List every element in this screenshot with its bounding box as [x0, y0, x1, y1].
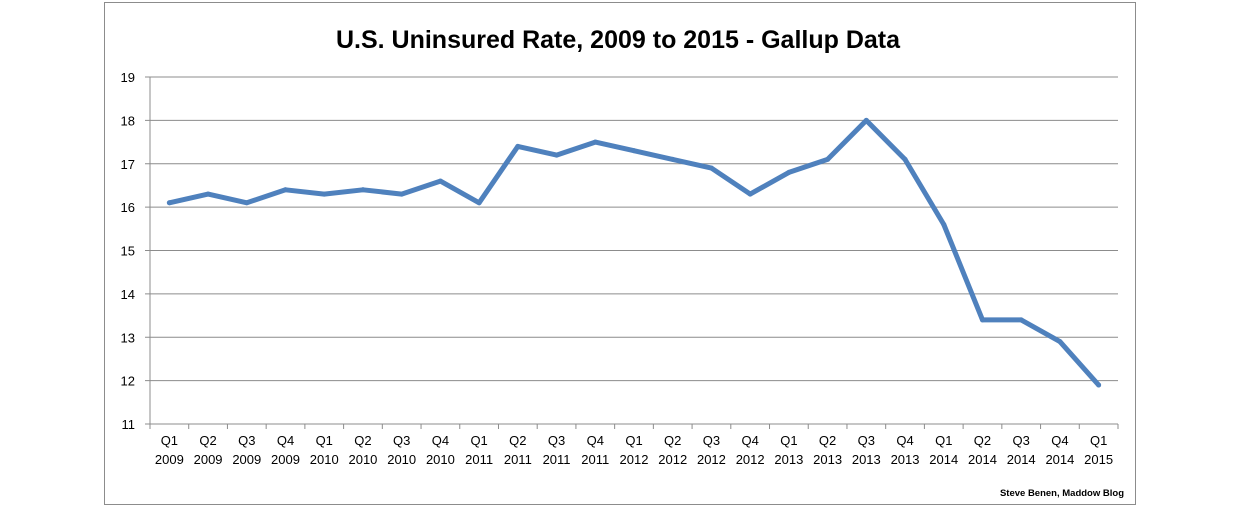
- x-tick-label: Q4 2009: [271, 433, 300, 467]
- x-tick-label: Q4 2014: [1045, 433, 1074, 467]
- x-tick-label: Q2 2011: [504, 433, 532, 467]
- y-tick-label: 15: [121, 244, 135, 259]
- x-tick-label: Q2 2012: [658, 433, 687, 467]
- data-point: [437, 178, 443, 184]
- x-tick-label: Q1 2011: [465, 433, 493, 467]
- y-tick-label: 16: [121, 200, 135, 215]
- data-point: [670, 156, 676, 162]
- data-point: [321, 191, 327, 197]
- y-tick-label: 11: [122, 417, 136, 432]
- x-tick-label: Q3 2013: [852, 433, 881, 467]
- chart-credit: Steve Benen, Maddow Blog: [1000, 488, 1124, 499]
- y-tick-label: 17: [121, 157, 135, 172]
- data-point: [708, 165, 714, 171]
- x-tick-label: Q2 2010: [348, 433, 377, 467]
- y-tick-labels: 11 12 13 14 15 16 17 18 19: [121, 70, 135, 432]
- x-tick-label: Q4 2012: [736, 433, 765, 467]
- x-tick-label: Q3 2009: [232, 433, 261, 467]
- x-tick-label: Q1 2010: [310, 433, 339, 467]
- x-tick-label: Q1 2013: [774, 433, 803, 467]
- data-point: [515, 143, 521, 149]
- data-point: [979, 317, 985, 323]
- data-point: [786, 169, 792, 175]
- data-point: [592, 139, 598, 145]
- x-tick-label: Q4 2011: [581, 433, 609, 467]
- data-point: [631, 148, 637, 154]
- x-tick-label: Q2 2013: [813, 433, 842, 467]
- x-tick-labels: Q1 2009 Q2 2009 Q3 2009 Q4 2009 Q1 2010 Q2 2010 Q3 20…: [155, 433, 1113, 467]
- data-point: [244, 200, 250, 206]
- x-tick-label: Q1 2014: [929, 433, 958, 467]
- series: [166, 117, 1102, 388]
- y-tick-label: 14: [121, 287, 135, 302]
- data-point: [1018, 317, 1024, 323]
- data-point: [863, 117, 869, 123]
- y-tick-label: 12: [121, 374, 135, 389]
- x-tick-label: Q4 2010: [426, 433, 455, 467]
- x-tick-label: Q3 2012: [697, 433, 726, 467]
- data-point: [360, 187, 366, 193]
- data-point: [283, 187, 289, 193]
- x-tick-label: Q2 2014: [968, 433, 997, 467]
- y-tick-label: 19: [121, 70, 135, 85]
- data-point: [1096, 382, 1102, 388]
- series-line: [166, 117, 1102, 388]
- data-point: [205, 191, 211, 197]
- x-tick-label: Q1 2015: [1084, 433, 1113, 467]
- data-point: [747, 191, 753, 197]
- x-tick-label: Q1 2012: [620, 433, 649, 467]
- y-tick-label: 18: [121, 113, 135, 128]
- grid-lines: [150, 76, 1118, 382]
- data-point: [476, 200, 482, 206]
- x-tick-label: Q4 2013: [891, 433, 920, 467]
- x-tick-label: Q2 2009: [194, 433, 223, 467]
- x-tick-label: Q3 2010: [387, 433, 416, 467]
- data-point: [1057, 339, 1063, 345]
- data-point: [166, 200, 172, 206]
- x-tick-label: Q3 2011: [543, 433, 571, 467]
- data-point: [941, 221, 947, 227]
- x-tick-label: Q3 2014: [1007, 433, 1036, 467]
- data-point: [825, 156, 831, 162]
- x-tick-label: Q1 2009: [155, 433, 184, 467]
- axes: [145, 76, 1119, 429]
- data-point: [399, 191, 405, 197]
- chart-frame: U.S. Uninsured Rate, 2009 to 2015 - Gall…: [104, 2, 1136, 505]
- uninsured-rate-chart: U.S. Uninsured Rate, 2009 to 2015 - Gall…: [121, 26, 1125, 499]
- data-point: [554, 152, 560, 158]
- y-tick-label: 13: [121, 330, 135, 345]
- data-point: [902, 156, 908, 162]
- chart-title: U.S. Uninsured Rate, 2009 to 2015 - Gall…: [336, 26, 901, 54]
